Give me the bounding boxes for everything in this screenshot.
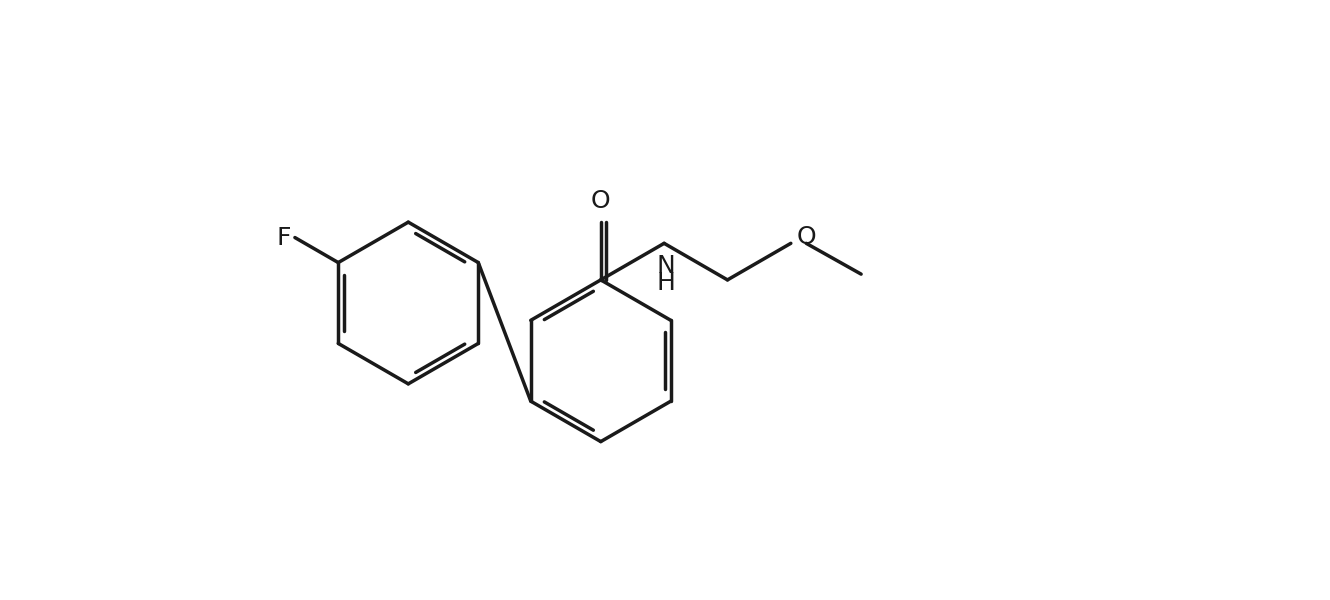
Text: F: F (277, 226, 291, 250)
Text: O: O (797, 225, 817, 249)
Text: N: N (656, 254, 676, 278)
Text: O: O (591, 189, 610, 213)
Text: H: H (656, 271, 676, 295)
